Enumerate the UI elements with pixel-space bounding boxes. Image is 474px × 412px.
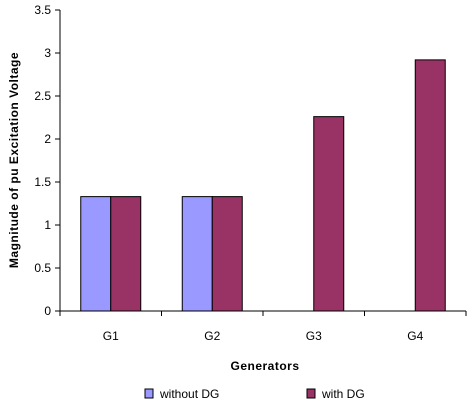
y-axis-ticks: 0 0.5 1 1.5 2 2.5 3 3.5: [34, 3, 60, 318]
bar-with-dg-g2: [211, 196, 243, 312]
bar-without-dg-g2: [181, 196, 213, 312]
legend-swatch: [144, 388, 154, 399]
x-tick-label: G4: [407, 329, 423, 343]
x-tick-label: G1: [103, 329, 119, 343]
y-tick-label: 3.5: [34, 3, 51, 17]
bars: [80, 59, 446, 312]
legend: without DG with DG: [144, 387, 365, 401]
y-tick-label: 1.5: [34, 175, 51, 189]
bar-with-dg-g3: [313, 116, 345, 312]
y-tick-label: 0.5: [34, 261, 51, 275]
y-tick-label: 0: [44, 304, 51, 318]
legend-swatch: [306, 388, 316, 399]
y-tick-label: 1: [44, 218, 51, 232]
y-tick-label: 3: [44, 46, 51, 60]
y-tick-label: 2.5: [34, 89, 51, 103]
bar-with-dg-g4: [414, 59, 446, 312]
bar-without-dg-g1: [80, 196, 112, 312]
bar-with-dg-g1: [110, 196, 142, 312]
x-axis-ticks: G1 G2 G3 G4: [59, 311, 467, 343]
legend-label: with DG: [321, 387, 365, 401]
x-axis-title: Generators: [230, 359, 299, 373]
y-tick-label: 2: [44, 132, 51, 146]
x-tick-label: G2: [204, 329, 220, 343]
legend-label: without DG: [159, 387, 219, 401]
x-tick-label: G3: [306, 329, 322, 343]
y-axis-title: Magnitude of pu Excitation Voltage: [7, 52, 21, 268]
